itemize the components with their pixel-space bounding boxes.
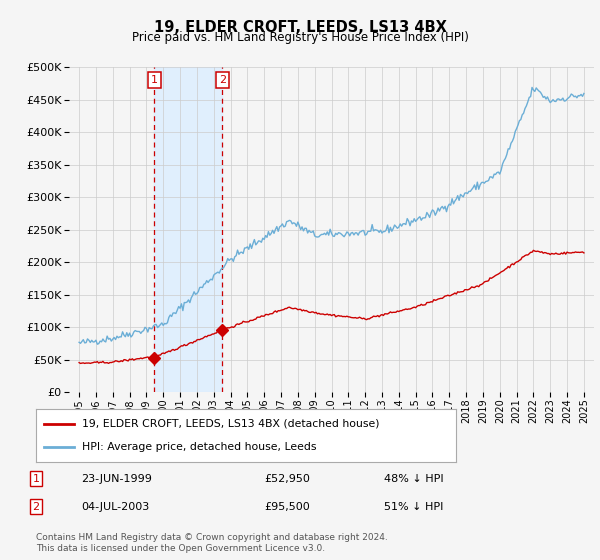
Text: 23-JUN-1999: 23-JUN-1999 [81, 474, 152, 484]
Text: 48% ↓ HPI: 48% ↓ HPI [384, 474, 443, 484]
Text: 2: 2 [219, 75, 226, 85]
Text: 19, ELDER CROFT, LEEDS, LS13 4BX: 19, ELDER CROFT, LEEDS, LS13 4BX [154, 20, 446, 35]
Text: £52,950: £52,950 [264, 474, 310, 484]
Text: 19, ELDER CROFT, LEEDS, LS13 4BX (detached house): 19, ELDER CROFT, LEEDS, LS13 4BX (detach… [82, 419, 380, 429]
Text: £95,500: £95,500 [264, 502, 310, 512]
Text: 51% ↓ HPI: 51% ↓ HPI [384, 502, 443, 512]
Text: Price paid vs. HM Land Registry's House Price Index (HPI): Price paid vs. HM Land Registry's House … [131, 31, 469, 44]
Text: 1: 1 [151, 75, 158, 85]
Text: 1: 1 [32, 474, 40, 484]
Text: 2: 2 [32, 502, 40, 512]
Text: Contains HM Land Registry data © Crown copyright and database right 2024.
This d: Contains HM Land Registry data © Crown c… [36, 533, 388, 553]
Bar [154, 67, 222, 392]
Text: 04-JUL-2003: 04-JUL-2003 [81, 502, 149, 512]
Text: HPI: Average price, detached house, Leeds: HPI: Average price, detached house, Leed… [82, 442, 317, 452]
